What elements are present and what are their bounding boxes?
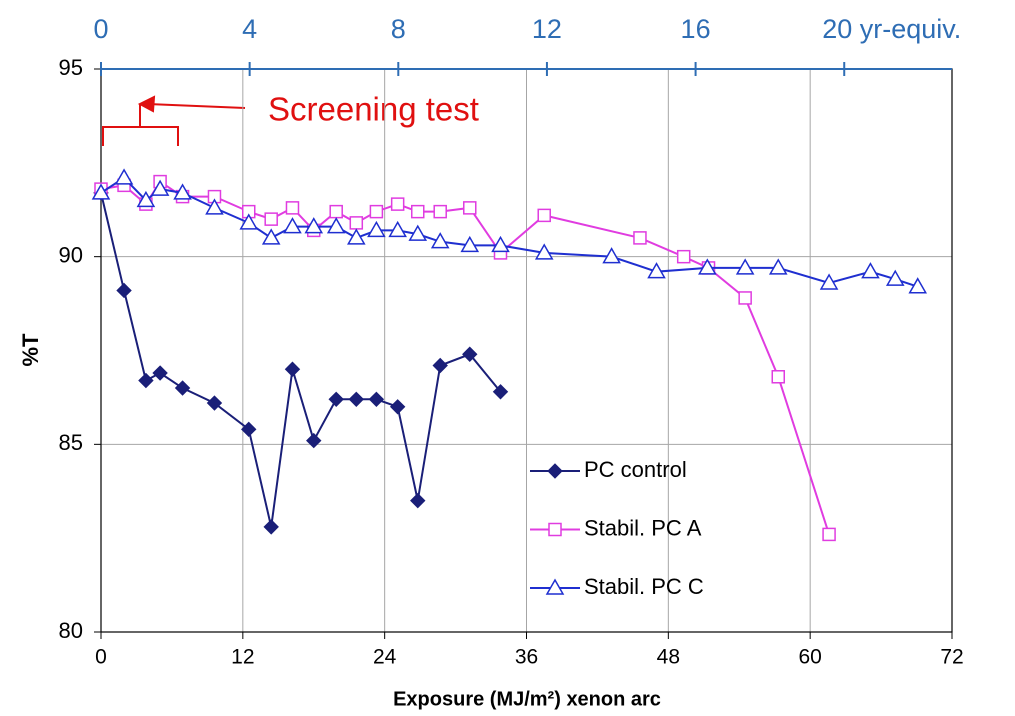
marker (284, 361, 301, 377)
marker (676, 249, 691, 264)
y-tick-label: 85 (59, 430, 83, 455)
marker (261, 228, 281, 245)
marker (304, 217, 324, 234)
marker (411, 204, 425, 219)
marker (205, 198, 224, 215)
top-tick-label: 12 (532, 14, 562, 44)
marker (861, 262, 880, 279)
y-tick-label: 90 (59, 242, 83, 267)
marker (491, 235, 510, 253)
marker (138, 372, 154, 389)
marker (534, 243, 554, 260)
series-line (100, 176, 919, 288)
marker (537, 208, 551, 223)
marker (283, 217, 302, 234)
marker (819, 273, 839, 290)
marker (771, 370, 786, 384)
marker (408, 224, 428, 241)
marker (460, 235, 480, 253)
marker (368, 391, 385, 408)
top-tick-label: 8 (391, 14, 406, 44)
annotation: Screening test (268, 91, 479, 128)
marker (738, 291, 752, 305)
marker (768, 258, 788, 275)
marker (206, 395, 223, 411)
marker (349, 216, 364, 230)
marker (388, 220, 407, 238)
marker (390, 197, 405, 211)
arrow-line (147, 103, 246, 109)
annotation-brace (102, 95, 246, 146)
marker (329, 204, 343, 219)
x-tick-label: 72 (940, 646, 963, 669)
marker (239, 213, 259, 230)
legend: PC control Stabil. PC A Stabil. PC C (530, 457, 704, 599)
marker (369, 204, 384, 219)
marker (348, 391, 365, 408)
legend-label: Stabil. PC A (584, 515, 702, 540)
marker (264, 212, 278, 226)
brace (102, 104, 179, 146)
x-tick-label: 48 (657, 646, 680, 669)
marker (173, 183, 192, 200)
marker (492, 384, 509, 400)
x-axis-label: Exposure (MJ/m²) xenon arc (393, 688, 661, 710)
x-tick-label: 0 (95, 646, 107, 669)
y-tick-label: 80 (59, 618, 83, 643)
marker (91, 183, 111, 200)
marker (152, 365, 168, 381)
marker (462, 346, 478, 362)
marker (698, 258, 717, 275)
marker (547, 463, 563, 479)
legend-label: Stabil. PC C (584, 574, 704, 599)
y-axis-label: %T (18, 333, 43, 367)
arrow-head (137, 95, 156, 113)
marker (174, 380, 191, 396)
marker (410, 492, 426, 509)
x-tick-label: 60 (798, 646, 821, 669)
marker (463, 201, 477, 215)
marker (602, 247, 621, 264)
marker (822, 527, 836, 542)
marker (241, 421, 257, 438)
marker (263, 519, 279, 535)
marker (433, 204, 447, 219)
marker (116, 282, 132, 299)
top-tick-label: 4 (242, 14, 257, 44)
marker (285, 201, 300, 215)
marker (150, 179, 170, 196)
marker (633, 231, 647, 245)
marker (347, 228, 366, 245)
marker (136, 190, 156, 208)
marker (735, 258, 755, 275)
marker (328, 391, 344, 408)
marker (647, 262, 666, 279)
marker (432, 357, 448, 374)
marker (326, 217, 346, 234)
x-tick-label: 36 (515, 646, 538, 669)
marker (545, 578, 565, 595)
marker (367, 220, 386, 238)
legend-label: PC control (584, 457, 687, 482)
marker (389, 399, 406, 415)
marker (908, 277, 928, 294)
marker (306, 432, 322, 449)
y-tick-label: 95 (59, 55, 83, 80)
x-tick-label: 12 (231, 646, 254, 669)
marker (885, 269, 905, 286)
top-tick-label: 16 (681, 14, 711, 44)
marker (114, 168, 134, 185)
x-tick-label: 24 (373, 646, 397, 669)
series-line (100, 180, 831, 535)
top-tick-label: 0 (93, 14, 108, 44)
marker (430, 232, 450, 249)
top-tick-label: 20 yr-equiv. (822, 14, 961, 44)
marker (548, 522, 562, 537)
